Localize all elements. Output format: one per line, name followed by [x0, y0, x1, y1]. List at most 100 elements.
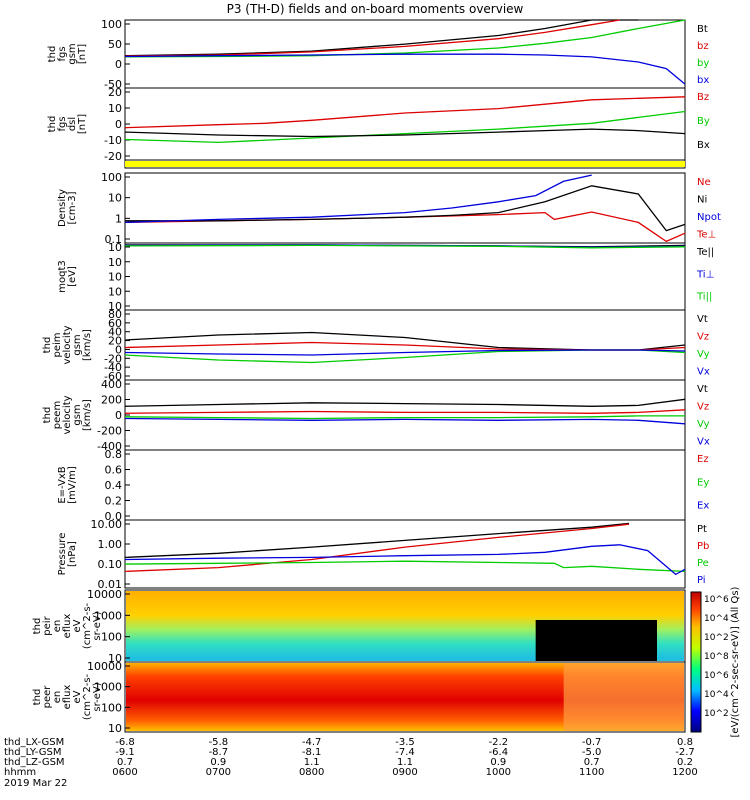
- y-tick-label: 10: [108, 722, 122, 735]
- legend-entry: Te||: [696, 247, 714, 258]
- y-axis-label: thd: [42, 407, 53, 424]
- legend-entry: Npot: [697, 212, 721, 223]
- series-line-bx: [124, 53, 686, 85]
- legend-entry: Ti||: [696, 292, 712, 303]
- panel-1: 20 10 0 -10 -20 thd fgs dsl [nT] Bz By Bx: [47, 86, 710, 163]
- y-axis-label: sr-eV): [92, 682, 103, 711]
- footer-value: 1.1: [304, 757, 320, 768]
- footer-value: 1100: [579, 767, 604, 778]
- y-tick-label: -40: [104, 361, 122, 374]
- legend-entry: Vz: [697, 332, 709, 343]
- footer-value: -9.1: [115, 747, 135, 758]
- panel-frame: [124, 661, 686, 733]
- y-tick-label: 400: [101, 378, 122, 391]
- series-line-Vt: [124, 398, 686, 407]
- y-axis-label: gsm: [67, 43, 78, 64]
- y-axis-label: eflux: [62, 685, 73, 710]
- y-axis-label: peim: [52, 332, 63, 357]
- y-axis-label: thd: [47, 116, 58, 133]
- footer-row-label: thd_LY-GSM: [4, 747, 61, 758]
- colorbar-tick: 10^2: [704, 633, 729, 643]
- y-axis-label: E=-VxB: [57, 466, 68, 503]
- y-tick-label: 100: [101, 171, 122, 184]
- footer-row-label: hhmm: [4, 767, 36, 778]
- footer-value: 0800: [299, 767, 324, 778]
- legend-entry: Pt: [697, 524, 707, 535]
- y-tick-label: 10000: [87, 588, 122, 601]
- footer-row-label: thd_LX-GSM: [4, 737, 64, 748]
- y-tick-label: 0.10: [98, 558, 123, 571]
- legend-entry: Pi: [697, 575, 706, 586]
- y-axis-label: [km/s]: [82, 399, 93, 431]
- footer-value: 0600: [112, 767, 137, 778]
- legend-entry: Bx: [697, 140, 710, 151]
- y-axis-label: fgs: [57, 116, 68, 131]
- series-line-Npot: [124, 174, 592, 224]
- y-tick-label: 50: [108, 38, 122, 51]
- y-axis-label: eV: [72, 619, 83, 632]
- y-tick-label: 10: [108, 192, 122, 205]
- legend-entry: Vy: [697, 419, 710, 430]
- panel-0: 100 50 0 -50 thd fgs gsm [nT] Bt bz by bx: [47, 18, 709, 91]
- footer-value: -0.7: [582, 737, 602, 748]
- series-line-Pi: [124, 544, 686, 576]
- series-line-Ne: [124, 211, 686, 243]
- y-tick-label: 1: [115, 212, 122, 225]
- y-tick-label: 0.4: [105, 479, 123, 492]
- footer-value: -6.4: [489, 747, 509, 758]
- y-axis-label: Pressure: [57, 533, 68, 576]
- y-tick-label: -10: [104, 134, 122, 147]
- series-line-Bt: [124, 19, 639, 57]
- colorbar-tick: 10^4: [704, 614, 729, 624]
- y-axis-label: moqt3: [57, 260, 68, 293]
- y-tick-label: 10: [108, 285, 122, 298]
- footer-value: -3.5: [395, 737, 415, 748]
- y-axis-label: eV: [72, 690, 83, 703]
- y-tick-label: 10: [108, 102, 122, 115]
- footer-value: 0700: [206, 767, 231, 778]
- y-axis-label: thd: [42, 337, 53, 354]
- legend-entry: by: [697, 58, 709, 69]
- y-tick-label: -400: [97, 440, 122, 453]
- y-tick-label: 0.2: [105, 495, 123, 508]
- y-tick-label: -200: [97, 425, 122, 438]
- legend-entry: bx: [697, 75, 709, 86]
- series-line-Bz: [124, 96, 686, 129]
- footer-value: 0900: [392, 767, 417, 778]
- y-tick-label: 10: [108, 652, 122, 665]
- panel-10: 10000 1000 100 10 thd peer en eflux eV (cm^2-s-sr…: [32, 660, 686, 735]
- legend-entry: Ni: [697, 195, 707, 206]
- y-tick-label: 10: [108, 271, 122, 284]
- footer-value: -7.4: [395, 747, 415, 758]
- y-tick-label: -60: [104, 370, 122, 383]
- legend-entry: bz: [697, 41, 709, 52]
- y-axis-label: peir: [42, 615, 53, 635]
- colorbar-tick: 10^2: [704, 709, 729, 719]
- series-line-Vy: [124, 415, 685, 420]
- y-axis-label: [nT]: [77, 44, 88, 64]
- panel-frame: [124, 242, 686, 311]
- y-axis-label: [nT]: [77, 114, 88, 134]
- y-tick-label: 0: [115, 409, 122, 422]
- footer-value: -6.8: [115, 737, 135, 748]
- footer-value: -5.0: [582, 747, 602, 758]
- y-tick-label: 1000: [94, 609, 122, 622]
- footer-value: 1200: [672, 767, 697, 778]
- series-line-Ni: [125, 185, 686, 232]
- panel-frame: [124, 519, 686, 589]
- footer-value: -4.7: [302, 737, 322, 748]
- panel-9: 10000 1000 100 10 thd peir en eflux eV (cm^2-s-sr…: [32, 588, 686, 665]
- panel-2: [124, 159, 686, 169]
- series-line-Vz: [124, 341, 686, 351]
- y-tick-label: 100: [101, 631, 122, 644]
- footer-value: 0.8: [677, 737, 693, 748]
- quality-flag-bar: [125, 161, 685, 167]
- y-tick-label: 10: [108, 241, 122, 254]
- spectrogram-dropout: [535, 620, 657, 661]
- y-axis-label: [nPa]: [67, 541, 78, 567]
- y-axis-label: velocity: [62, 395, 73, 434]
- legend-entry: Vt: [697, 384, 708, 395]
- panel-3: 100 10 1 0.1 Density [cm-3] Ne Ni Npot Te⊥: [57, 171, 721, 246]
